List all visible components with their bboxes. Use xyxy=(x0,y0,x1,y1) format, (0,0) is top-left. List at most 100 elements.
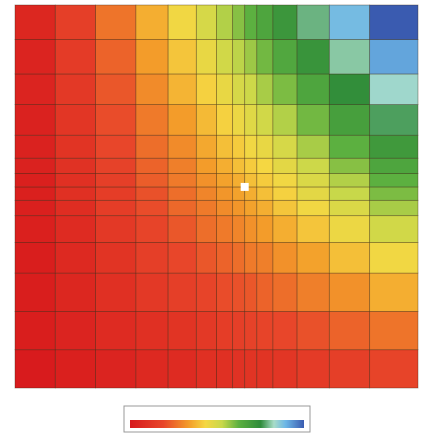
heatmap-cell xyxy=(95,104,137,136)
heatmap-cell xyxy=(328,173,371,188)
heatmap-cell xyxy=(14,242,56,274)
heatmap-cell xyxy=(244,272,258,312)
heatmap-cell xyxy=(232,73,246,105)
heatmap-cell xyxy=(369,310,419,351)
heatmap-cell xyxy=(167,73,197,105)
heatmap-cell xyxy=(232,39,246,75)
heatmap-cell xyxy=(95,310,137,351)
heatmap-cell xyxy=(135,4,169,40)
heatmap-cell xyxy=(54,134,96,159)
heatmap-cell xyxy=(232,157,246,174)
heatmap-cell xyxy=(256,186,274,201)
heatmap-cell xyxy=(272,272,298,312)
heatmap-cell xyxy=(216,186,234,201)
heatmap-cell xyxy=(95,134,137,159)
heatmap-cell xyxy=(95,215,137,243)
heatmap-cell xyxy=(216,310,234,351)
heatmap-cell xyxy=(272,4,298,40)
heatmap-cell xyxy=(216,134,234,159)
heatmap-cell xyxy=(232,104,246,136)
heatmap-cell xyxy=(296,310,330,351)
heatmap-cell xyxy=(195,4,217,40)
heatmap-cell xyxy=(135,349,169,389)
heatmap-cell xyxy=(167,310,197,351)
heatmap-cell xyxy=(296,104,330,136)
heatmap-cell xyxy=(244,39,258,75)
heatmap-cell xyxy=(195,73,217,105)
heatmap-cell xyxy=(95,199,137,217)
heatmap-cell xyxy=(54,173,96,188)
heatmap-cell xyxy=(328,39,371,75)
heatmap-cell xyxy=(232,215,246,243)
heatmap-cell xyxy=(54,242,96,274)
heatmap-cell xyxy=(135,39,169,75)
heatmap-cell xyxy=(369,157,419,174)
heatmap-cell xyxy=(328,310,371,351)
heatmap-cell xyxy=(54,199,96,217)
heatmap-cell xyxy=(369,242,419,274)
heatmap-cell xyxy=(54,215,96,243)
heatmap-cell xyxy=(296,349,330,389)
heatmap-cell xyxy=(232,4,246,40)
heatmap-cell xyxy=(328,199,371,217)
heatmap-cell xyxy=(328,4,371,40)
heatmap-cell xyxy=(54,310,96,351)
heatmap-cell xyxy=(216,157,234,174)
heatmap-cell xyxy=(135,215,169,243)
heatmap-cell xyxy=(167,157,197,174)
heatmap-cell xyxy=(244,310,258,351)
heatmap-cell xyxy=(54,272,96,312)
heatmap-cell xyxy=(216,4,234,40)
heatmap-cell xyxy=(244,242,258,274)
heatmap-cell xyxy=(14,157,56,174)
heatmap-cell xyxy=(296,39,330,75)
heatmap-cell xyxy=(256,199,274,217)
heatmap-cell xyxy=(216,73,234,105)
heatmap-cell xyxy=(328,215,371,243)
heatmap-cell xyxy=(244,157,258,174)
heatmap-cell xyxy=(14,272,56,312)
heatmap-cell xyxy=(195,173,217,188)
heatmap-cell xyxy=(54,73,96,105)
heatmap-cell xyxy=(54,349,96,389)
heatmap-cell xyxy=(14,4,56,40)
heatmap-cell xyxy=(272,215,298,243)
heatmap-cell xyxy=(195,39,217,75)
heatmap-cell xyxy=(95,186,137,201)
heatmap-cell xyxy=(244,134,258,159)
heatmap-cell xyxy=(272,173,298,188)
heatmap-cell xyxy=(135,272,169,312)
heatmap-cell xyxy=(167,349,197,389)
heatmap-cell xyxy=(369,349,419,389)
heatmap-cell xyxy=(256,134,274,159)
heatmap-cell xyxy=(195,242,217,274)
heatmap-cell xyxy=(232,199,246,217)
marker xyxy=(240,182,249,191)
heatmap-cell xyxy=(167,173,197,188)
heatmap-cell xyxy=(167,242,197,274)
heatmap-cell xyxy=(216,199,234,217)
heatmap-cell xyxy=(296,199,330,217)
heatmap-cell xyxy=(167,186,197,201)
heatmap-cell xyxy=(369,4,419,40)
heatmap-cell xyxy=(14,199,56,217)
heatmap-cell xyxy=(195,310,217,351)
heatmap-cell xyxy=(244,215,258,243)
heatmap-cell xyxy=(54,104,96,136)
heatmap-cell xyxy=(296,215,330,243)
colorbar-frame xyxy=(123,405,311,433)
heatmap-cell xyxy=(135,173,169,188)
heatmap-cell xyxy=(14,349,56,389)
heatmap-cell xyxy=(216,104,234,136)
heatmap-cell xyxy=(296,272,330,312)
heatmap-cell xyxy=(216,39,234,75)
heatmap-cell xyxy=(328,157,371,174)
heatmap-cell xyxy=(256,73,274,105)
heatmap-cell xyxy=(328,104,371,136)
heatmap-cell xyxy=(256,242,274,274)
heatmap-cell xyxy=(256,4,274,40)
heatmap-cell xyxy=(232,349,246,389)
heatmap-cell xyxy=(95,272,137,312)
heatmap-cell xyxy=(244,4,258,40)
